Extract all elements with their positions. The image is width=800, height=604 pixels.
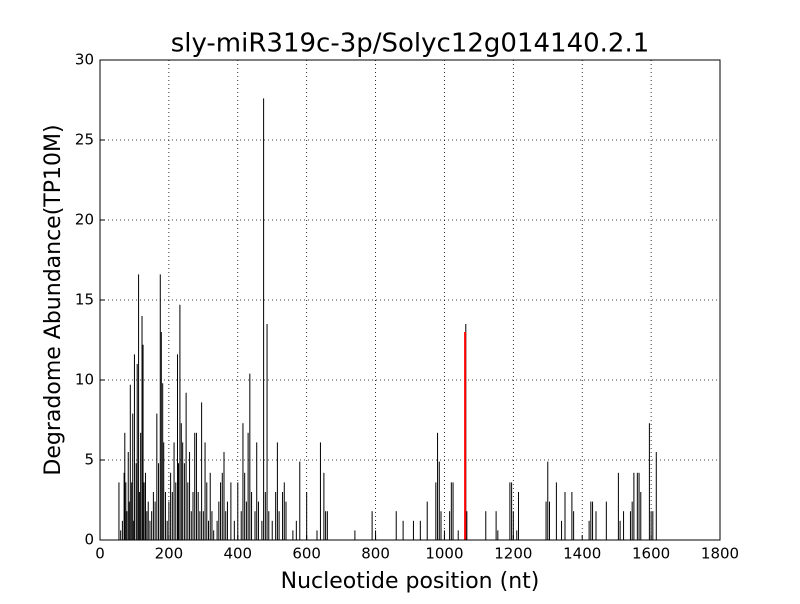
x-tick-label: 1000 [425,545,463,563]
y-tick-label: 20 [75,211,94,229]
x-tick-label: 800 [361,545,390,563]
y-axis-label: Degradome Abundance(TP10M) [41,124,66,475]
x-tick-label: 1800 [701,545,739,563]
x-tick-label: 1400 [563,545,601,563]
x-axis-label: Nucleotide position (nt) [281,569,540,594]
x-tick-label: 1600 [632,545,670,563]
y-tick-label: 0 [84,531,94,549]
x-tick-label: 200 [155,545,184,563]
x-tick-label: 0 [95,545,105,563]
y-tick-label: 5 [84,451,94,469]
y-tick-label: 10 [75,371,94,389]
x-tick-label: 400 [223,545,252,563]
plot-frame [99,59,721,541]
x-tick-label: 600 [292,545,321,563]
y-tick-label: 30 [75,51,94,69]
x-tick-label: 1200 [494,545,532,563]
chart-title: sly-miR319c-3p/Solyc12g014140.2.1 [171,29,650,59]
y-tick-label: 15 [75,291,94,309]
y-tick-label: 25 [75,131,94,149]
